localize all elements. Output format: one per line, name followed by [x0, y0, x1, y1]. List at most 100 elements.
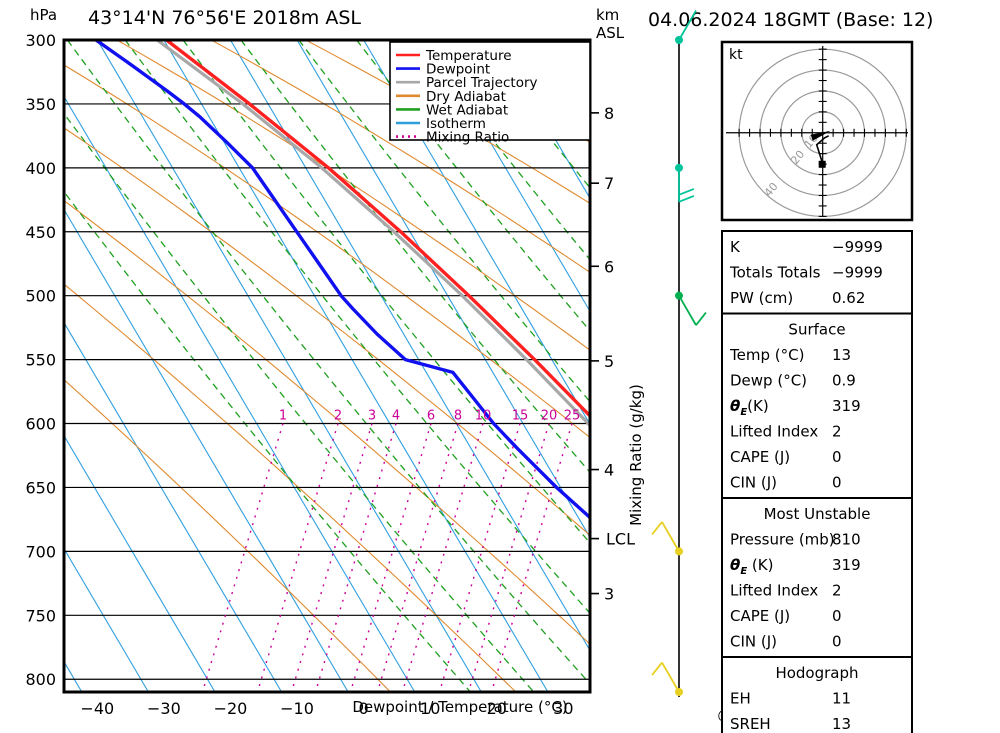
table-most-unstable: Most Unstable Pressure (mb)810 θE (K) 319 Li… [721, 497, 913, 658]
legend-label-parcel-trajectory: Parcel Trajectory [426, 75, 538, 91]
row-value: 13 [832, 715, 851, 733]
table-hodograph: HodographEH11SREH13StmDir28°StmSpd (kt)6 [721, 656, 913, 733]
row-label: Pressure (mb) [730, 531, 835, 549]
row-label: CIN (J) [730, 474, 777, 492]
wind-barb-500 [675, 291, 707, 326]
temp-tick--20: −20 [214, 699, 248, 718]
altitude-tick-7: 7 [604, 174, 614, 193]
temp-tick--40: −40 [80, 699, 114, 718]
mixing-ratio-axis-label: Mixing Ratio (g/kg) [627, 384, 645, 526]
mixing-ratio-label-25: 25 [564, 409, 581, 424]
mixing-ratio-label-10: 10 [475, 409, 492, 424]
mixing-ratio-label-4: 4 [392, 409, 400, 424]
legend-label-dry-adiabat: Dry Adiabat [426, 89, 506, 105]
temp-tick-10: 10 [420, 699, 440, 718]
row-value: 810 [832, 531, 861, 549]
altitude-axis: 8 7 6 5 4 3 LCL [590, 104, 635, 604]
wind-barb-400 [675, 163, 695, 203]
row-label: CAPE (J) [730, 448, 790, 466]
lcl-marker-label: LCL [606, 530, 635, 549]
row-label: CAPE (J) [730, 607, 790, 625]
row-value: 2 [832, 582, 842, 600]
temp-tick-0: 0 [359, 699, 369, 718]
row-value: 319 [832, 556, 861, 574]
table-indices: K −9999 Totals Totals −9999 PW (cm) 0.62 [721, 230, 913, 315]
row-value: 319 [832, 397, 861, 415]
hpa-unit-label: hPa [30, 6, 57, 24]
wind-barb-700 [651, 521, 683, 556]
altitude-tick-6: 6 [604, 257, 614, 276]
pressure-tick-750: 750 [25, 606, 56, 625]
row-label: Totals Totals [729, 264, 821, 282]
pressure-tick-800: 800 [25, 670, 56, 689]
row-label: K [730, 238, 741, 256]
hodograph-unit-label: kt [729, 47, 743, 63]
pressure-axis: 300 350 400 450 500 550 600 650 700 750 800 [25, 31, 56, 689]
row-value: 11 [832, 690, 851, 708]
row-label: SREH [730, 715, 771, 733]
mixing-ratio-label-3: 3 [368, 409, 376, 424]
indices-tables: K −9999 Totals Totals −9999 PW (cm) 0.62 Surfa… [721, 230, 913, 733]
legend-label-dewpoint: Dewpoint [426, 62, 490, 78]
row-value: 0 [832, 607, 842, 625]
pressure-tick-400: 400 [25, 159, 56, 178]
table-title-most-unstable: Most Unstable [764, 505, 871, 523]
altitude-tick-5: 5 [604, 352, 614, 371]
row-label: Lifted Index [730, 423, 818, 441]
temp-tick-20: 20 [487, 699, 507, 718]
mixing-ratio-label-8: 8 [454, 409, 462, 424]
pressure-tick-650: 650 [25, 478, 56, 497]
wind-barb-300 [675, 10, 697, 44]
row-value: 2 [832, 423, 842, 441]
pressure-tick-700: 700 [25, 542, 56, 561]
forecast-datetime: 04.06.2024 18GMT (Base: 12) [648, 9, 933, 31]
row-label: Dewp (°C) [730, 372, 807, 390]
mixing-ratio-lines [201, 423, 573, 692]
row-value: −9999 [832, 238, 883, 256]
profile-temperature [164, 40, 590, 419]
temp-tick--10: −10 [280, 699, 314, 718]
temp-tick-30: 30 [553, 699, 573, 718]
altitude-tick-4: 4 [604, 461, 614, 480]
row-label: PW (cm) [730, 289, 793, 307]
profile-dewpoint [94, 40, 590, 520]
pressure-tick-550: 550 [25, 351, 56, 370]
profile-parcel-trajectory [155, 40, 590, 428]
row-value: 0.62 [832, 289, 865, 307]
row-label: θE(K) [730, 397, 769, 418]
legend-label-temperature: Temperature [425, 48, 512, 64]
temp-tick--30: −30 [147, 699, 181, 718]
row-value: 13 [832, 346, 851, 364]
mixing-ratio-labels: 1 2 3 4 6 8 10 15 20 25 [279, 409, 580, 424]
row-label: EH [730, 690, 751, 708]
pressure-tick-600: 600 [25, 415, 56, 434]
temperature-axis: −40 −30 −20 −10 0 10 20 30 [80, 699, 573, 718]
background-lines [64, 40, 590, 692]
wind-barb-column [651, 10, 707, 697]
legend-label-mixing-ratio: Mixing Ratio [426, 130, 509, 146]
mixing-ratio-label-15: 15 [512, 409, 529, 424]
row-label: Temp (°C) [729, 346, 804, 364]
mixing-ratio-label-1: 1 [279, 409, 287, 424]
row-label: Lifted Index [730, 582, 818, 600]
pressure-tick-500: 500 [25, 287, 56, 306]
row-label: θE (K) [730, 556, 773, 577]
mixing-ratio-label-6: 6 [427, 409, 435, 424]
wind-barb-810 [651, 661, 683, 696]
row-value: 0 [832, 633, 842, 651]
legend-label-wet-adiabat: Wet Adiabat [426, 102, 508, 118]
table-title-surface: Surface [788, 321, 845, 339]
legend-label-isotherm: Isotherm [426, 116, 486, 132]
row-value: 0 [832, 448, 842, 466]
mixing-ratio-label-2: 2 [334, 409, 342, 424]
altitude-tick-3: 3 [604, 585, 614, 604]
pressure-tick-300: 300 [25, 31, 56, 50]
pressure-tick-450: 450 [25, 223, 56, 242]
pressure-tick-350: 350 [25, 95, 56, 114]
x-axis-label: Dewpoint / Temperature (°C) [352, 698, 567, 716]
sounding-profiles [94, 40, 590, 520]
km-unit-label: km [596, 6, 619, 24]
mixing-ratio-label-20: 20 [541, 409, 558, 424]
